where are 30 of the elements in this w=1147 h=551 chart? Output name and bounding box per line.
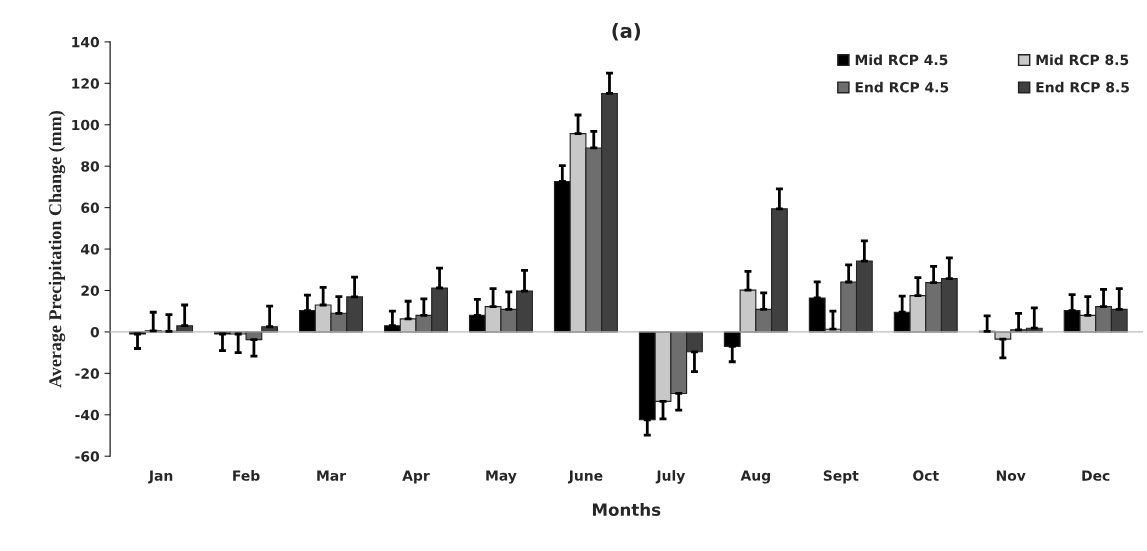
x-tick-label: Feb	[233, 470, 260, 481]
x-tick-label: Dec	[1082, 470, 1110, 481]
x-tick-label: Sept	[823, 470, 859, 484]
x-tick-label: Aug	[740, 470, 770, 484]
legend-label: Mid RCP 4.5	[855, 54, 948, 66]
y-tick-label: 80	[81, 161, 100, 172]
x-tick-label: Nov	[996, 470, 1026, 481]
y-tick-label: 100	[72, 119, 100, 131]
x-axis-title: Months	[592, 503, 661, 517]
y-axis-title: Average Precipitation Change (mm)	[48, 111, 66, 388]
y-tick-label: 60	[81, 202, 100, 214]
x-tick-label: Mar	[317, 470, 346, 481]
y-tick-label: -20	[75, 368, 100, 379]
x-tick-label: July	[655, 470, 686, 484]
y-tick-label: 120	[72, 78, 100, 89]
y-tick-label: 20	[81, 285, 100, 296]
legend-label: Mid RCP 8.5	[1036, 54, 1129, 66]
legend-label: End RCP 4.5	[855, 81, 949, 93]
x-tick-label: Oct	[913, 470, 939, 481]
legend-label: End RCP 8.5	[1036, 81, 1129, 93]
y-tick-label: -60	[75, 451, 100, 462]
chart-title: (a)	[612, 23, 641, 41]
y-tick-label: -40	[75, 409, 100, 421]
y-tick-label: 140	[72, 36, 100, 48]
y-tick-label: 40	[80, 244, 100, 255]
x-tick-label: May	[486, 470, 517, 484]
x-tick-label: Apr	[402, 470, 430, 484]
x-tick-label: Jan	[148, 470, 173, 484]
y-tick-label: 0	[90, 326, 100, 338]
x-tick-label: June	[567, 470, 603, 484]
